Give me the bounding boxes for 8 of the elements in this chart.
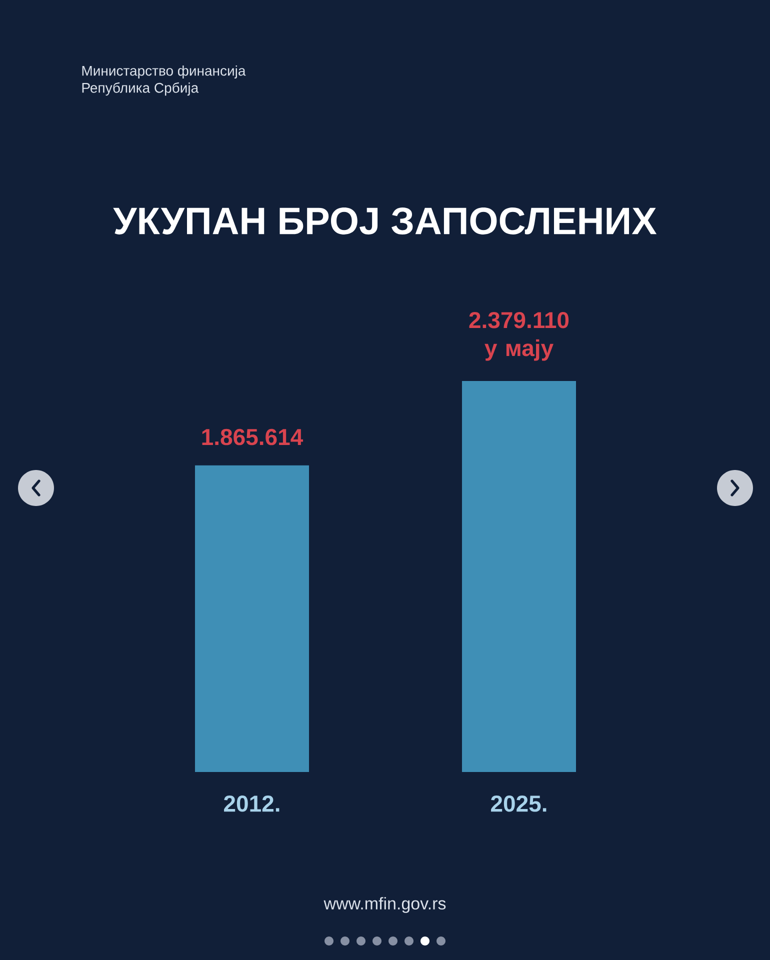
text: Министарство финансија [82,65,246,79]
text: Република Србија [82,82,199,96]
x-tick-label: 2012. [224,796,280,812]
chart-title: УКУПАН БРОЈ ЗАПОСЛЕНИХ [113,208,657,234]
data-label: 2.379.110 у мају [469,312,569,361]
text: www.mfin.gov.rs [324,897,446,913]
data-label: 1.865.614 [202,428,304,446]
x-tick-label: 2025. [491,796,546,812]
